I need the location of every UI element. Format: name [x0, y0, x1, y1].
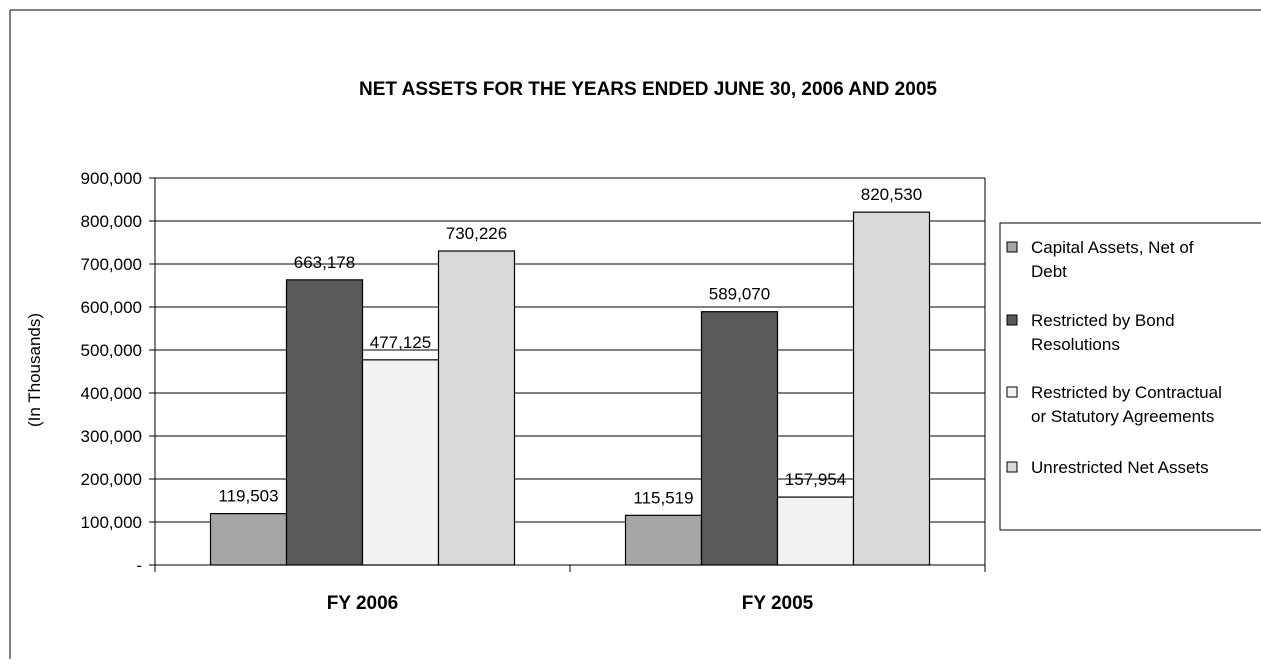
- data-label: 589,070: [709, 285, 770, 304]
- data-label: 119,503: [218, 487, 278, 506]
- y-tick-label: 800,000: [81, 212, 142, 231]
- y-tick-label: 600,000: [81, 298, 142, 317]
- data-label: 730,226: [446, 224, 507, 243]
- data-label: 477,125: [370, 333, 431, 352]
- legend-label: Debt: [1031, 262, 1067, 281]
- legend-swatch: [1006, 461, 1018, 473]
- bar: [852, 211, 931, 566]
- y-tick-label: 200,000: [81, 470, 142, 489]
- bar: [285, 279, 364, 566]
- chart-title: NET ASSETS FOR THE YEARS ENDED JUNE 30, …: [359, 79, 937, 100]
- legend-swatch: [1006, 241, 1018, 253]
- legend-label: Restricted by Contractual: [1031, 383, 1222, 402]
- bars: [209, 211, 931, 566]
- bar: [437, 250, 516, 566]
- data-label: 157,954: [785, 470, 846, 489]
- legend-label: or Statutory Agreements: [1031, 407, 1214, 426]
- x-tick-label: FY 2005: [742, 593, 814, 614]
- bar: [624, 514, 703, 566]
- y-axis-label: (In Thousands): [25, 313, 44, 427]
- data-label: 663,178: [294, 253, 355, 272]
- data-labels: 119,503 663,178 477,125 730,226 FY 2006 115,5…: [218, 185, 922, 614]
- legend-box: [999, 222, 1261, 531]
- bar: [361, 359, 440, 566]
- y-tick-label: 500,000: [81, 341, 142, 360]
- legend-label: Unrestricted Net Assets: [1031, 458, 1209, 477]
- data-label: 115,519: [633, 488, 693, 507]
- y-tick-label: 900,000: [81, 169, 142, 188]
- legend-label: Restricted by Bond: [1031, 311, 1175, 330]
- axes: - 100,000 200,000 300,000 400,000 500,000 600,…: [81, 169, 986, 575]
- legend-swatch: [1006, 386, 1018, 398]
- x-tick-label: FY 2006: [327, 593, 398, 614]
- legend-swatch: [1006, 314, 1018, 326]
- y-tick-label: -: [136, 556, 142, 575]
- bar: [209, 513, 288, 566]
- y-tick-label: 300,000: [81, 427, 142, 446]
- y-tick-label: 700,000: [81, 255, 142, 274]
- legend-label: Resolutions: [1031, 335, 1120, 354]
- legend-label: Capital Assets, Net of: [1031, 238, 1194, 257]
- y-tick-label: 100,000: [81, 513, 142, 532]
- bar: [700, 311, 779, 566]
- legend: Capital Assets, Net of Debt Restricted by …: [999, 222, 1261, 531]
- bar: [776, 496, 855, 566]
- data-label: 820,530: [861, 185, 922, 204]
- y-tick-label: 400,000: [81, 384, 142, 403]
